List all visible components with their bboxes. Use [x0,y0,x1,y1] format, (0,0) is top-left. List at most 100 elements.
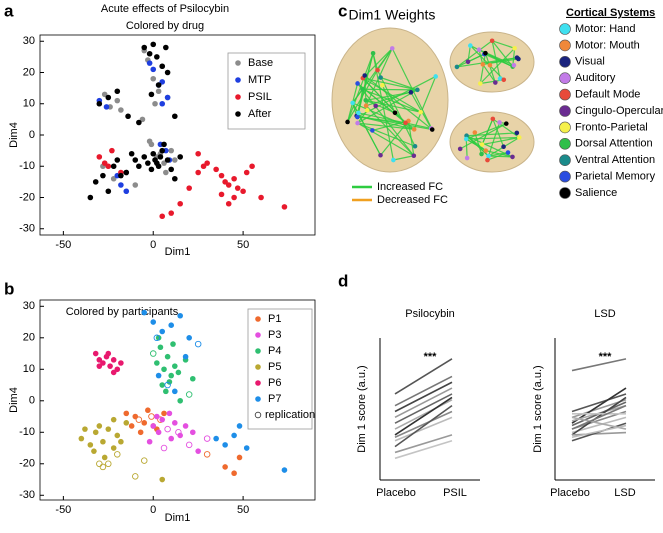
system-swatch [559,138,571,150]
y-axis-label: Dim 1 score (a.u.) [532,365,544,452]
point [172,113,178,120]
connection [466,123,507,140]
point [100,438,106,445]
system-label: Visual [575,56,605,68]
system-swatch [559,170,571,183]
point [141,154,148,160]
point [172,363,178,369]
connection [465,139,468,159]
point [110,445,117,451]
point [141,309,148,316]
y-tick-label: 30 [23,300,35,312]
point [155,163,162,170]
brain-node [489,38,495,44]
connection [456,40,493,68]
point [168,147,175,154]
system-swatch [559,154,571,166]
connection [364,75,433,131]
point [164,157,171,163]
point [236,423,243,429]
connection [479,53,487,84]
point [78,435,85,442]
brain-node [370,50,376,56]
system-swatch [559,55,571,68]
point [150,423,157,429]
point [177,432,183,439]
point [164,381,171,389]
system-label: Default Mode [575,89,640,101]
system-swatch [559,88,571,101]
point [128,150,135,157]
point [87,194,94,201]
point [141,420,148,426]
point [105,94,112,101]
point [185,391,193,398]
point [132,473,139,480]
point [172,175,178,182]
point [92,429,99,436]
subject-line [394,387,453,419]
connection [362,88,421,113]
point [101,454,108,461]
point [213,435,219,442]
panel-label: a [4,1,14,20]
brain-node [487,62,493,68]
point [146,50,153,57]
connection [357,89,418,124]
point [132,413,139,420]
brain-node [415,87,420,93]
point [281,467,288,473]
point [159,328,166,335]
brain-node [511,62,517,68]
connection [377,48,393,71]
brain-node [362,73,368,78]
point [153,334,161,342]
point [243,445,250,451]
connection [482,136,520,146]
point [159,100,166,107]
connection [465,138,487,152]
system-swatch [559,187,571,199]
fc-legend-label: Decreased FC [377,194,448,206]
point [182,353,189,360]
y-tick-label: -20 [19,191,35,203]
point [186,334,192,341]
point [163,388,169,395]
legend-label: P6 [268,377,281,389]
brain-node [464,155,470,161]
point [136,119,142,126]
point [96,460,103,468]
brain-node [391,157,396,163]
subject-line [571,393,627,413]
point [168,435,175,442]
point [236,454,243,461]
brain-node [454,64,460,70]
brain-node [373,103,379,109]
point [87,442,94,448]
point [132,182,139,188]
legend-label: Base [248,57,273,69]
brain-node [418,109,423,115]
system-label: Fronto-Parietal [575,121,648,133]
point [175,369,182,376]
point [159,416,166,423]
x-tick-label: PSIL [443,487,467,499]
brain-node [483,148,489,153]
connection [482,64,496,83]
point [155,88,162,95]
legend-label: replication [265,409,315,421]
legend-marker [255,348,261,354]
point [218,191,225,198]
point [135,416,143,423]
panel-label: d [338,271,348,290]
x-tick-label: -50 [55,239,71,251]
system-label: Auditory [575,72,616,84]
connection [380,76,418,91]
point [96,357,103,363]
x-tick-label: 50 [237,239,249,251]
connection [478,49,484,65]
point [161,410,167,417]
point [155,429,162,436]
point [222,464,228,470]
subject-line [394,399,453,430]
